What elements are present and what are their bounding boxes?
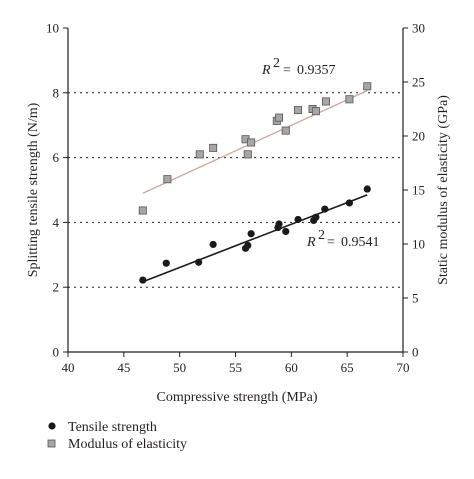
y-tick-label-left: 8: [53, 85, 60, 100]
y-tick-label-right: 0: [412, 345, 419, 360]
point-tensile: [312, 213, 320, 221]
r2-value-modulus: 0.9357: [297, 63, 336, 78]
r2-annotation-modulus: R 2 = 0.9357: [261, 56, 336, 78]
legend-label-tensile: Tensile strength: [68, 420, 157, 435]
x-tick-label: 40: [62, 360, 75, 375]
y-tick-label-right: 10: [412, 237, 425, 252]
point-modulus: [311, 107, 320, 116]
x-axis-title: Compressive strength (MPa): [157, 390, 318, 405]
x-tick-label: 70: [397, 360, 410, 375]
point-tensile: [162, 259, 170, 267]
point-modulus: [243, 150, 252, 159]
legend: Tensile strength Modulus of elasticity: [47, 420, 187, 452]
r2-annotation-tensile: R 2 = 0.9541: [306, 228, 380, 250]
y-axis-title-left: Splitting tensile strength (N/m): [26, 102, 41, 277]
legend-marker-tensile: [48, 422, 56, 430]
x-tick-label: 65: [341, 360, 354, 375]
r2-value-tensile: 0.9541: [341, 235, 380, 250]
point-tensile: [321, 205, 329, 213]
point-modulus: [209, 143, 218, 152]
x-tick-label: 50: [173, 360, 186, 375]
point-tensile: [139, 276, 147, 284]
y-tick-label-left: 10: [46, 21, 59, 36]
y-tick-label-right: 30: [412, 21, 425, 36]
point-modulus: [281, 126, 290, 135]
x-tick-label: 45: [117, 360, 130, 375]
y-axis-title-right: Static modulus of elasticity (GPa): [436, 95, 451, 285]
svg-text:=: =: [283, 63, 291, 78]
point-tensile: [209, 240, 217, 249]
axes-layer: [63, 27, 408, 357]
trendline-tensile: [142, 194, 368, 283]
point-modulus: [363, 82, 372, 91]
point-tensile: [195, 258, 203, 266]
grid-layer: [68, 92, 403, 288]
legend-label-modulus: Modulus of elasticity: [68, 437, 187, 452]
point-modulus: [345, 95, 354, 104]
svg-text:=: =: [327, 235, 335, 250]
y-tick-label-left: 6: [53, 150, 60, 165]
point-tensile: [282, 227, 290, 236]
point-tensile: [275, 220, 283, 228]
legend-marker-modulus: [47, 439, 56, 448]
point-tensile: [345, 199, 353, 207]
svg-text:2: 2: [318, 228, 325, 243]
svg-text:2: 2: [273, 56, 280, 71]
point-modulus: [321, 97, 330, 106]
trendline-layer: [142, 90, 368, 283]
y-tick-label-right: 15: [412, 183, 425, 198]
y-tick-label-right: 20: [412, 129, 425, 144]
point-modulus: [275, 113, 284, 122]
point-tensile: [244, 241, 252, 250]
point-modulus: [195, 150, 204, 159]
x-tick-label: 60: [285, 360, 298, 375]
y-tick-label-left: 4: [53, 215, 60, 230]
y-tick-label-right: 5: [412, 291, 419, 306]
point-modulus: [294, 106, 303, 115]
point-modulus: [138, 206, 147, 215]
point-modulus: [247, 138, 256, 147]
y-tick-label-left: 2: [53, 280, 60, 295]
x-tick-label: 55: [229, 360, 242, 375]
point-tensile: [247, 230, 255, 238]
y-tick-label-right: 25: [412, 75, 425, 90]
svg-text:R: R: [306, 235, 316, 250]
svg-text:R: R: [261, 63, 271, 78]
point-tensile: [294, 215, 302, 224]
point-modulus: [163, 175, 172, 184]
point-tensile: [363, 185, 371, 193]
points-layer: [138, 82, 372, 284]
y-tick-label-left: 0: [53, 345, 60, 360]
